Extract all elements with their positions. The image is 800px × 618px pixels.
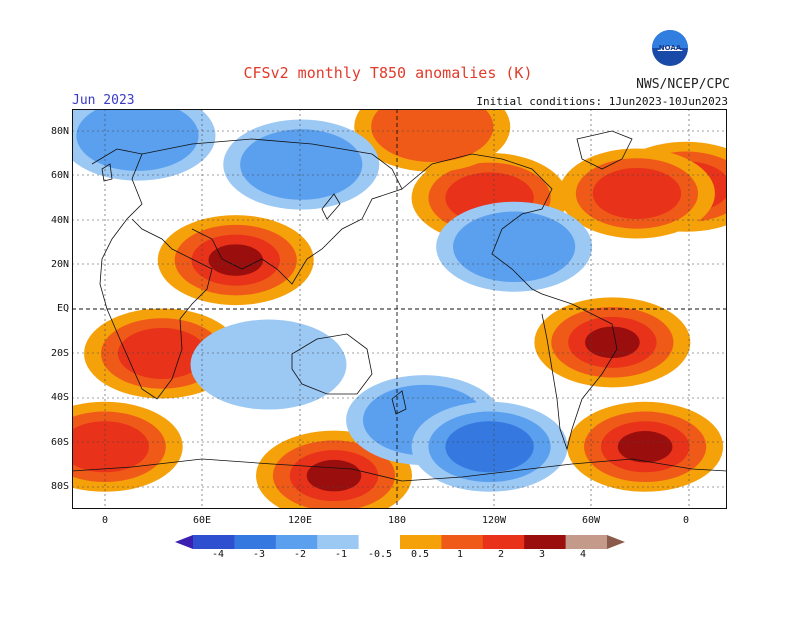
colorbar-min-arrow <box>175 535 193 549</box>
noaa-logo-icon: NOAA <box>652 30 688 66</box>
lat-tick: 60N <box>50 170 69 181</box>
colorbar-swatch <box>317 535 360 549</box>
colorbar-swatch <box>193 535 235 549</box>
agency-label: NWS/NCEP/CPC <box>636 77 730 92</box>
chart-title: CFSv2 monthly T850 anomalies (K) <box>243 64 533 82</box>
colorbar-swatch <box>400 535 442 549</box>
warm-anomaly <box>585 326 640 359</box>
warm-anomaly <box>617 431 673 463</box>
colorbar-label: 3 <box>538 549 546 560</box>
lat-tick: 20S <box>50 348 69 359</box>
coastlines <box>72 130 727 482</box>
colorbar-label: 0.5 <box>410 549 430 560</box>
colorbar-label: -0.5 <box>367 549 393 560</box>
warm-anomaly <box>117 327 207 379</box>
cold-anomaly <box>190 319 347 410</box>
lat-tick: EQ <box>56 303 69 314</box>
lat-tick: 80S <box>50 481 69 492</box>
lon-tick: 0 <box>101 515 109 526</box>
lat-tick: 40S <box>50 392 69 403</box>
colorbar-max-arrow <box>607 535 625 549</box>
colorbar-swatch <box>358 535 401 549</box>
colorbar-swatch <box>565 535 608 549</box>
lat-tick: 60S <box>50 437 69 448</box>
lon-tick: 60W <box>581 515 601 526</box>
warm-anomaly <box>371 109 494 163</box>
warm-anomaly <box>306 459 362 492</box>
initial-conditions-label: Initial conditions: 1Jun2023-10Jun2023 <box>476 95 728 108</box>
colorbar-label: -1 <box>334 549 348 560</box>
colorbar-label: 4 <box>579 549 587 560</box>
warm-anomaly <box>592 167 682 219</box>
anomaly-map <box>72 109 727 509</box>
lat-tick: 40N <box>50 215 69 226</box>
lat-tick: 80N <box>50 126 69 137</box>
lon-tick: 120E <box>287 515 313 526</box>
warm-anomaly <box>72 421 149 473</box>
colorbar-swatch <box>524 535 567 549</box>
lat-tick: 20N <box>50 259 69 270</box>
colorbar-label: -4 <box>211 549 225 560</box>
lon-tick: 180 <box>387 515 407 526</box>
cold-anomaly <box>453 211 576 283</box>
warm-anomaly <box>208 244 264 276</box>
colorbar-swatch <box>275 535 318 549</box>
cold-anomaly <box>445 421 534 473</box>
colorbar-label: 2 <box>497 549 505 560</box>
colorbar-swatch <box>441 535 484 549</box>
month-label: Jun 2023 <box>72 93 135 108</box>
colorbar-label: -2 <box>293 549 307 560</box>
colorbar-label: -3 <box>252 549 266 560</box>
colorbar-label: 1 <box>456 549 464 560</box>
colorbar <box>175 535 625 549</box>
lon-tick: 0 <box>682 515 690 526</box>
colorbar-swatch <box>482 535 525 549</box>
colorbar-swatch <box>234 535 277 549</box>
lon-tick: 60E <box>192 515 212 526</box>
logo-text: NOAA <box>659 44 682 52</box>
equator-and-dateline <box>72 109 727 509</box>
lon-tick: 120W <box>481 515 507 526</box>
